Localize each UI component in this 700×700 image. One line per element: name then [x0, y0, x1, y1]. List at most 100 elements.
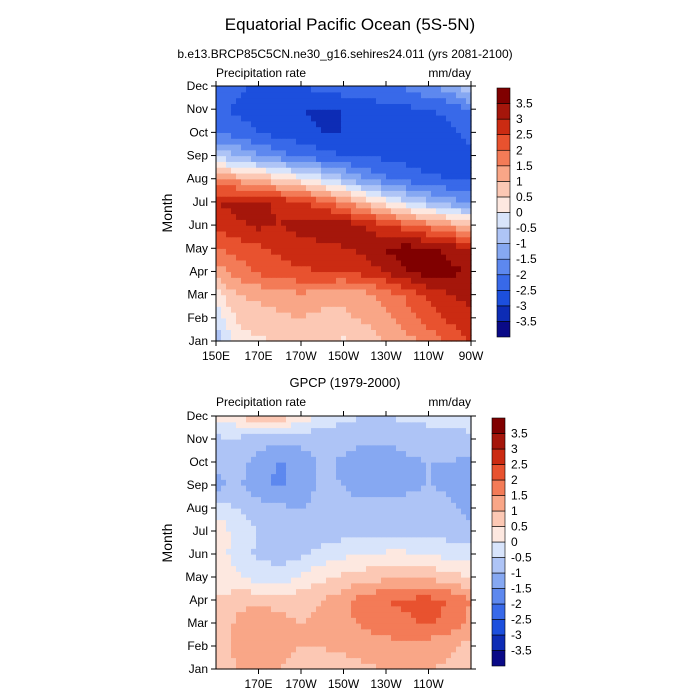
- heatmap-cell: [466, 577, 472, 584]
- heatmap-cell: [396, 416, 402, 423]
- heatmap-cell: [391, 306, 397, 313]
- heatmap-cell: [221, 439, 227, 446]
- heatmap-cell: [416, 490, 422, 498]
- heatmap-cell: [441, 132, 447, 139]
- heatmap-cell: [466, 421, 472, 429]
- heatmap-cell: [426, 554, 432, 561]
- heatmap-cell: [301, 86, 307, 93]
- heatmap-cell: [406, 519, 412, 526]
- heatmap-cell: [356, 623, 362, 630]
- heatmap-cell: [376, 559, 382, 567]
- heatmap-cell: [461, 207, 467, 215]
- heatmap-cell: [306, 439, 312, 446]
- heatmap-cell: [276, 433, 282, 440]
- heatmap-cell: [216, 611, 222, 618]
- heatmap-cell: [251, 178, 257, 186]
- heatmap-cell: [261, 254, 267, 261]
- heatmap-cell: [426, 450, 432, 457]
- heatmap-cell: [336, 283, 342, 290]
- colorbar-tick-label: 1.5: [516, 159, 533, 173]
- heatmap-cell: [366, 120, 372, 128]
- heatmap-cell: [401, 288, 407, 296]
- heatmap-cell: [246, 230, 252, 238]
- heatmap-cell: [226, 207, 232, 215]
- heatmap-cell: [266, 554, 272, 561]
- heatmap-cell: [241, 600, 247, 607]
- heatmap-cell: [421, 634, 427, 641]
- heatmap-cell: [376, 126, 382, 133]
- heatmap-cell: [326, 114, 332, 122]
- heatmap-cell: [321, 565, 327, 572]
- heatmap-cell: [376, 571, 382, 578]
- heatmap-cell: [461, 646, 467, 653]
- heatmap-cell: [406, 172, 412, 180]
- heatmap-cell: [251, 259, 257, 267]
- heatmap-cell: [346, 571, 352, 578]
- heatmap-cell: [456, 536, 462, 544]
- heatmap-cell: [316, 126, 322, 133]
- heatmap-cell: [241, 172, 247, 180]
- heatmap-cell: [346, 450, 352, 457]
- heatmap-cell: [361, 230, 367, 238]
- heatmap-cell: [351, 427, 357, 434]
- heatmap-cell: [356, 617, 362, 624]
- heatmap-cell: [356, 335, 362, 342]
- heatmap-cell: [276, 97, 282, 104]
- heatmap-cell: [221, 230, 227, 238]
- heatmap-cell: [341, 456, 347, 463]
- heatmap-cell: [301, 588, 307, 595]
- heatmap-cell: [446, 335, 452, 342]
- heatmap-cell: [296, 565, 302, 572]
- heatmap-cell: [376, 103, 382, 110]
- heatmap-cell: [391, 155, 397, 162]
- heatmap-cell: [351, 132, 357, 139]
- heatmap-cell: [296, 519, 302, 526]
- heatmap-cell: [376, 335, 382, 342]
- heatmap-cell: [271, 571, 277, 578]
- heatmap-cell: [431, 611, 437, 618]
- heatmap-cell: [266, 283, 272, 290]
- heatmap-cell: [296, 439, 302, 446]
- heatmap-cell: [401, 178, 407, 186]
- heatmap-cell: [321, 138, 327, 145]
- heatmap-cell: [396, 663, 402, 670]
- heatmap-cell: [236, 600, 242, 607]
- heatmap-cell: [386, 300, 392, 307]
- heatmap-cell: [376, 519, 382, 526]
- heatmap-cell: [361, 479, 367, 486]
- heatmap-cell: [286, 646, 292, 653]
- heatmap-cell: [231, 473, 237, 480]
- heatmap-cell: [221, 97, 227, 104]
- heatmap-cell: [261, 542, 267, 549]
- heatmap-cell: [261, 450, 267, 457]
- heatmap-cell: [361, 536, 367, 544]
- heatmap-cell: [271, 149, 277, 157]
- heatmap-cell: [351, 496, 357, 503]
- heatmap-cell: [361, 634, 367, 641]
- heatmap-cell: [286, 225, 292, 232]
- heatmap-cell: [281, 542, 287, 549]
- heatmap-cell: [376, 230, 382, 238]
- heatmap-cell: [436, 242, 442, 249]
- heatmap-cell: [416, 634, 422, 641]
- heatmap-cell: [221, 248, 227, 255]
- heatmap-cell: [441, 312, 447, 319]
- heatmap-cell: [436, 114, 442, 122]
- heatmap-cell: [291, 178, 297, 186]
- heatmap-cell: [406, 554, 412, 561]
- y-tick-label: Nov: [187, 432, 208, 446]
- heatmap-cell: [281, 97, 287, 104]
- heatmap-cell: [421, 611, 427, 618]
- heatmap-cell: [441, 536, 447, 544]
- heatmap-cell: [241, 155, 247, 162]
- heatmap-cell: [401, 329, 407, 336]
- heatmap-cell: [371, 143, 377, 151]
- heatmap-cell: [411, 172, 417, 180]
- heatmap-cell: [276, 519, 282, 526]
- heatmap-cell: [396, 196, 402, 203]
- heatmap-cell: [241, 559, 247, 567]
- heatmap-cell: [461, 219, 467, 226]
- heatmap-cell: [291, 109, 297, 116]
- heatmap-cell: [246, 582, 252, 590]
- heatmap-cell: [271, 439, 277, 446]
